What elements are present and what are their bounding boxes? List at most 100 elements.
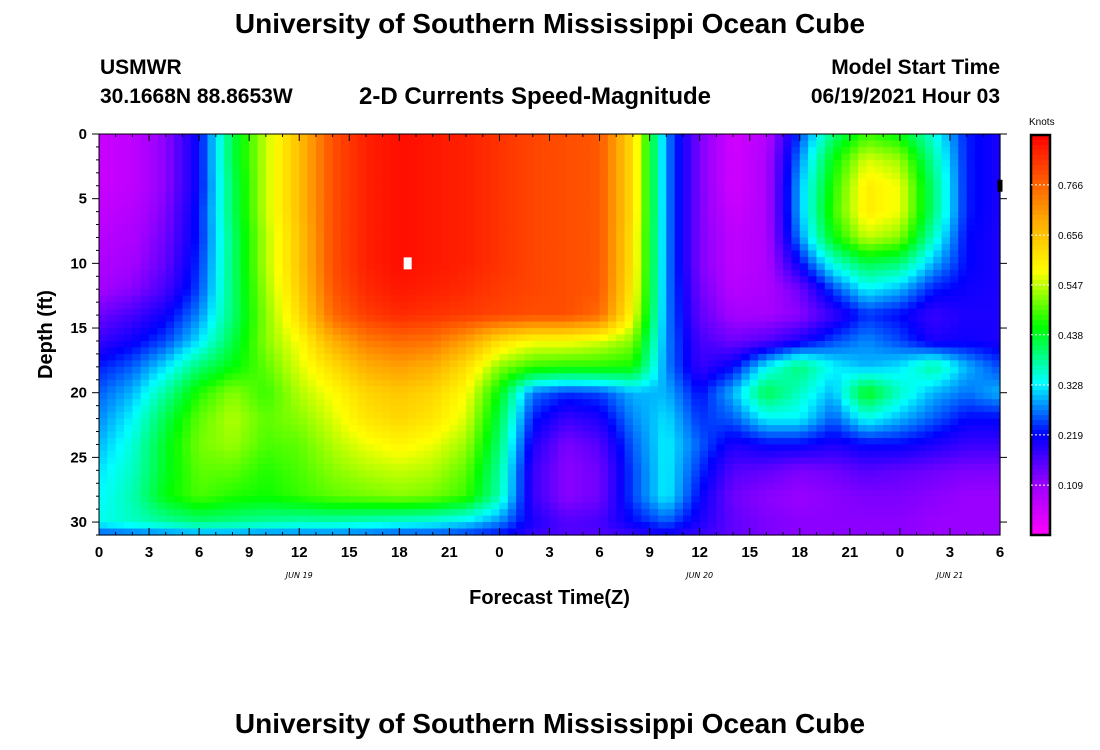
heatmap-cell xyxy=(816,308,826,316)
heatmap-cell xyxy=(491,379,501,387)
heatmap-cell xyxy=(808,250,818,258)
heatmap-cell xyxy=(307,282,317,290)
heatmap-cell xyxy=(916,218,926,226)
heatmap-cell xyxy=(332,412,342,420)
heatmap-cell xyxy=(924,166,934,174)
heatmap-cell xyxy=(816,289,826,297)
heatmap-cell xyxy=(733,211,742,219)
heatmap-cell xyxy=(324,159,334,167)
heatmap-cell xyxy=(315,140,325,148)
heatmap-cell xyxy=(549,392,559,400)
heatmap-cell xyxy=(958,269,968,277)
heatmap-cell xyxy=(457,340,467,349)
heatmap-cell xyxy=(974,153,984,161)
heatmap-cell xyxy=(783,179,793,187)
heatmap-cell xyxy=(232,140,242,148)
heatmap-cell xyxy=(240,198,250,206)
heatmap-cell xyxy=(958,399,968,407)
heatmap-cell xyxy=(349,308,359,316)
heatmap-cell xyxy=(858,159,868,167)
heatmap-cell xyxy=(265,256,275,264)
heatmap-cell xyxy=(149,295,158,303)
heatmap-cell xyxy=(708,282,717,290)
heatmap-cell xyxy=(457,379,467,387)
heatmap-cell xyxy=(357,347,367,355)
heatmap-cell xyxy=(265,159,275,167)
heatmap-cell xyxy=(874,282,884,290)
heatmap-cell xyxy=(966,172,976,180)
heatmap-cell xyxy=(924,140,934,148)
heatmap-cell xyxy=(708,205,717,213)
heatmap-cell xyxy=(424,302,434,310)
heatmap-cell xyxy=(115,366,125,374)
heatmap-cell xyxy=(557,386,567,394)
heatmap-cell xyxy=(374,405,384,413)
heatmap-cell xyxy=(849,166,859,174)
heatmap-cell xyxy=(949,166,959,174)
heatmap-cell xyxy=(374,159,384,167)
heatmap-cell xyxy=(724,315,734,323)
heatmap-cell xyxy=(482,205,492,213)
heatmap-cell xyxy=(933,347,943,355)
heatmap-cell xyxy=(557,295,567,303)
heatmap-cell xyxy=(966,218,976,226)
heatmap-cell xyxy=(749,334,759,342)
heatmap-cell xyxy=(124,205,133,213)
heatmap-cell xyxy=(265,328,275,336)
heatmap-cell xyxy=(315,366,325,374)
heatmap-cell xyxy=(991,134,1001,142)
heatmap-cell xyxy=(257,360,267,368)
heatmap-cell xyxy=(566,302,576,310)
heatmap-cell xyxy=(282,140,292,148)
heatmap-cell xyxy=(149,140,158,148)
heatmap-cell xyxy=(841,205,851,213)
heatmap-cell xyxy=(883,159,893,167)
heatmap-cell xyxy=(724,153,734,161)
heatmap-cell xyxy=(115,379,125,387)
heatmap-cell xyxy=(824,211,834,219)
heatmap-cell xyxy=(199,185,209,193)
heatmap-cell xyxy=(966,146,976,155)
heatmap-cell xyxy=(165,405,175,413)
heatmap-cell xyxy=(482,418,492,426)
heatmap-cell xyxy=(140,347,150,355)
heatmap-cell xyxy=(274,172,284,180)
heatmap-cell xyxy=(557,366,567,374)
heatmap-cell xyxy=(699,289,709,297)
heatmap-cell xyxy=(524,308,534,316)
heatmap-cell xyxy=(808,185,818,193)
heatmap-cell xyxy=(432,153,442,161)
heatmap-cell xyxy=(841,315,851,323)
heatmap-cell xyxy=(407,412,417,420)
heatmap-cell xyxy=(758,386,767,394)
heatmap-cell xyxy=(215,347,225,355)
heatmap-cell xyxy=(791,256,801,264)
heatmap-cell xyxy=(708,179,717,187)
heatmap-cell xyxy=(340,198,350,206)
heatmap-cell xyxy=(908,412,918,420)
heatmap-cell xyxy=(699,302,709,310)
heatmap-cell xyxy=(332,282,342,290)
heatmap-cell xyxy=(632,140,642,148)
heatmap-cell xyxy=(557,302,567,310)
heatmap-cell xyxy=(265,386,275,394)
heatmap-cell xyxy=(249,166,259,174)
heatmap-cell xyxy=(190,334,200,342)
heatmap-cell xyxy=(499,211,509,219)
heatmap-cell xyxy=(682,308,692,316)
heatmap-cell xyxy=(407,340,417,349)
heatmap-cell xyxy=(991,192,1001,200)
heatmap-cell xyxy=(791,295,801,303)
heatmap-cell xyxy=(833,166,843,174)
heatmap-cell xyxy=(641,360,651,368)
heatmap-cell xyxy=(616,211,626,219)
heatmap-cell xyxy=(691,340,701,349)
heatmap-cell xyxy=(340,405,350,413)
heatmap-cell xyxy=(232,269,242,277)
heatmap-cell xyxy=(674,224,684,232)
heatmap-cell xyxy=(557,256,567,264)
heatmap-cell xyxy=(674,295,684,303)
heatmap-cell xyxy=(374,198,384,206)
heatmap-cell xyxy=(849,340,859,349)
heatmap-cell xyxy=(124,418,133,426)
